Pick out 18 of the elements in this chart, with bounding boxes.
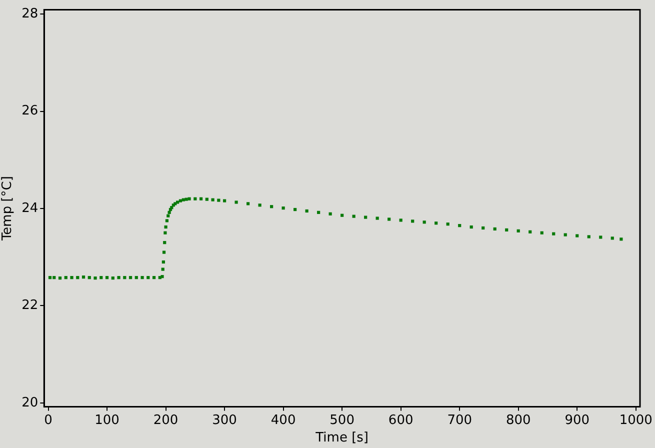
y-tick-label: 20 [22,395,38,410]
x-tick-label: 300 [212,412,237,428]
y-tick-label: 28 [22,6,38,22]
x-axis-title: Time [s] [314,430,369,446]
x-tick-label: 1000 [619,412,652,428]
y-tick-label: 26 [22,104,38,119]
x-tick-label: 900 [564,412,590,428]
x-tick-label: 200 [153,412,178,428]
x-tick-label: 700 [447,412,472,428]
x-tick-label: 400 [270,412,296,428]
x-tick-label: 800 [506,412,531,428]
y-tick-label: 22 [22,298,38,314]
y-axis-title: Temp [°C] [0,176,16,242]
x-tick-label: 500 [330,412,354,428]
x-tick-label: 0 [44,412,52,428]
x-tick-label: 600 [388,412,414,428]
x-tick-label: 100 [94,412,120,428]
y-tick-label: 24 [22,200,38,216]
